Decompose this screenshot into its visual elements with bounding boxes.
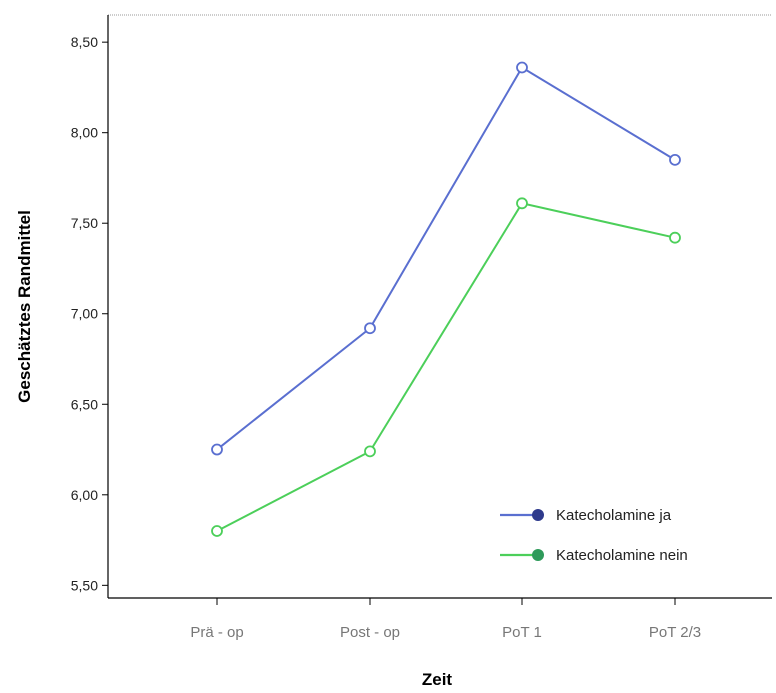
y-tick-label: 7,00 [71,306,98,322]
plot-frame [107,14,772,599]
legend-label-2: Katecholamine nein [556,547,688,564]
series-1-point [516,61,528,74]
series-1-point [669,153,681,166]
series-2-point [669,231,681,244]
x-axis-title: Zeit [422,670,453,689]
legend-marker-2 [532,549,544,561]
y-tick-label: 6,00 [71,487,98,503]
series-line-2 [216,202,676,532]
x-tick-label: Prä - op [190,624,243,641]
x-tick-label: PoT 1 [502,624,542,641]
legend-label-1: Katecholamine ja [556,507,672,524]
series-1-point [364,322,376,335]
series-layer [211,61,681,537]
x-tick-label: Post - op [340,624,400,641]
series-2-point [211,525,223,537]
y-tick-label: 8,00 [71,125,98,141]
y-axis: 5,50 6,00 6,50 7,00 7,50 8,00 8,50 [71,34,108,593]
y-tick-label: 5,50 [71,577,98,593]
series-1-point [211,443,223,456]
y-tick-label: 6,50 [71,396,98,412]
series-2-point [516,197,528,210]
legend-marker-1 [532,509,544,521]
series-line-1 [216,66,676,451]
legend: Katecholamine ja Katecholamine nein [500,507,688,564]
series-2-point [364,445,376,458]
y-tick-label: 8,50 [71,34,98,50]
y-tick-label: 7,50 [71,215,98,231]
x-axis: Prä - op Post - op PoT 1 PoT 2/3 [190,598,701,641]
x-tick-label: PoT 2/3 [649,624,701,641]
y-axis-title: Geschätztes Randmittel [15,210,34,403]
